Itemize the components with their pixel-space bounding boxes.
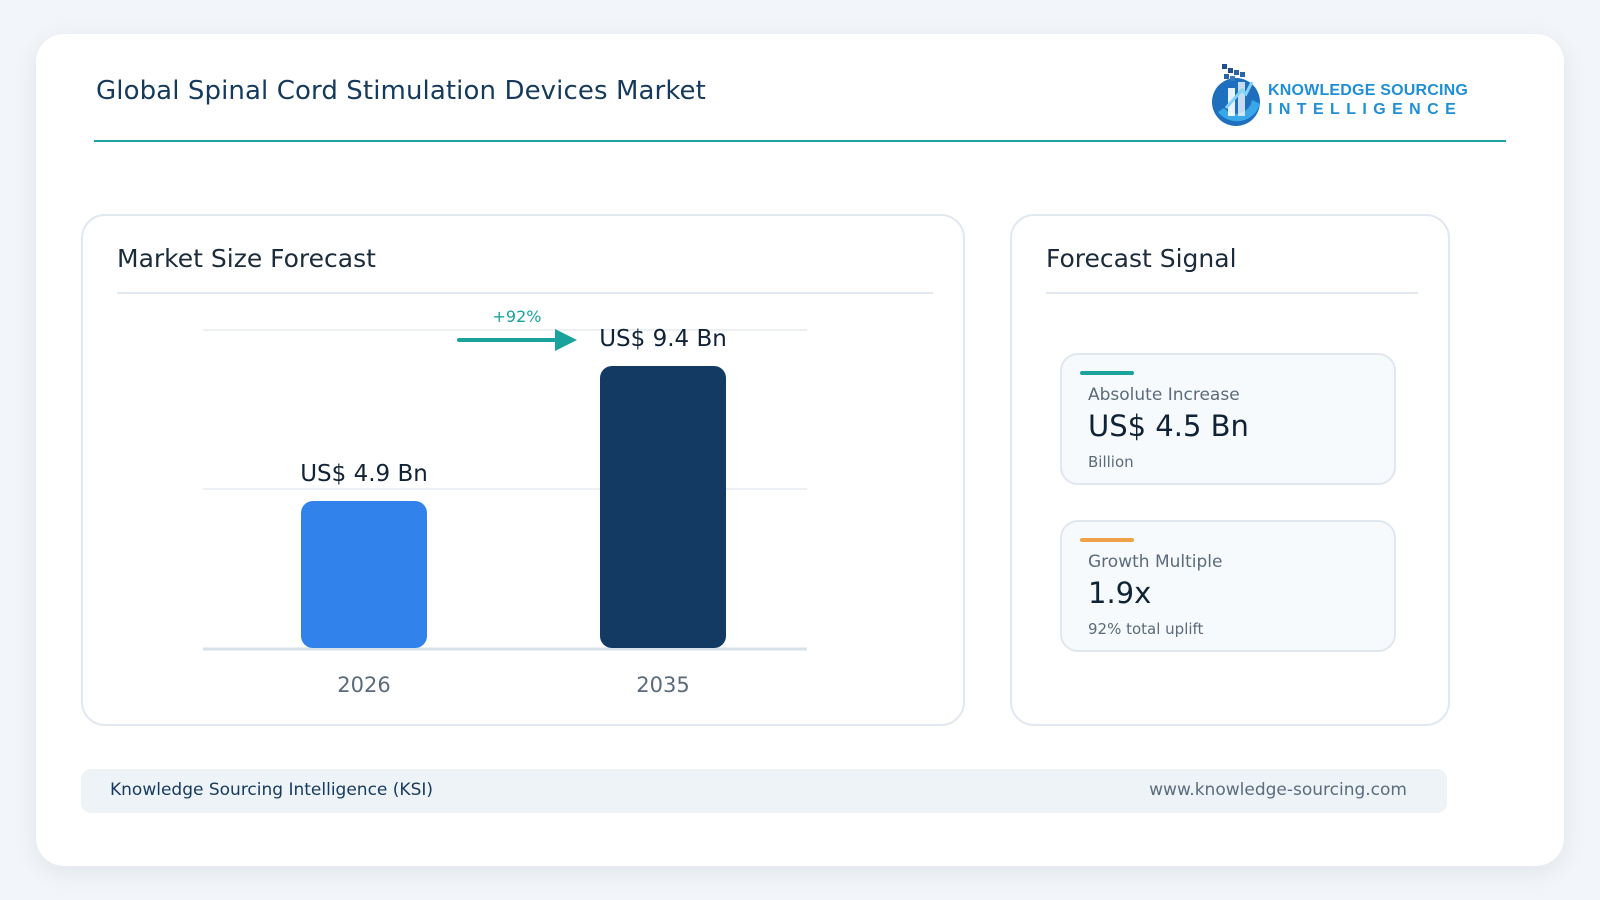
page-title: Global Spinal Cord Stimulation Devices M… [96,76,706,106]
data-label-2035: US$ 9.4 Bn [599,326,727,352]
absolute-increase-accent [1080,371,1134,375]
x-tick-label-2026: 2026 [337,673,390,697]
ksi-logo-icon [1212,64,1260,126]
growth-multiple-card: Growth Multiple 1.9x 92% total uplift [1060,520,1396,652]
logo-text-line2: INTELLIGENCE [1268,101,1463,118]
growth-label: +92% [493,307,542,326]
market-size-chart: US$ 4.9 Bn 2026 US$ 9.4 Bn 2035 +92% [203,307,807,697]
market-size-panel: Market Size Forecast US$ 4.9 Bn 2026 US$ 9… [81,214,965,726]
header-divider [94,140,1506,142]
forecast-signal-title: Forecast Signal [1046,244,1237,273]
growth-multiple-label: Growth Multiple [1088,552,1223,572]
footer-company: Knowledge Sourcing Intelligence (KSI) [110,780,434,800]
growth-multiple-accent [1080,538,1134,542]
growth-multiple-note: 92% total uplift [1088,620,1204,638]
forecast-signal-panel: Forecast Signal Absolute Increase US$ 4.… [1010,214,1450,726]
bar-2035 [600,366,726,648]
footer-bar: Knowledge Sourcing Intelligence (KSI) ww… [81,769,1447,813]
data-label-2026: US$ 4.9 Bn [300,461,428,487]
growth-arrow-head [555,329,577,351]
main-card: Global Spinal Cord Stimulation Devices M… [36,34,1564,866]
bar-2026 [301,501,427,648]
absolute-increase-value: US$ 4.5 Bn [1088,409,1249,443]
market-size-title: Market Size Forecast [117,244,376,273]
growth-multiple-value: 1.9x [1088,576,1152,610]
logo-text-line1: KNOWLEDGE SOURCING [1268,82,1469,99]
forecast-signal-divider [1046,292,1418,294]
absolute-increase-card: Absolute Increase US$ 4.5 Bn Billion [1060,353,1396,485]
absolute-increase-label: Absolute Increase [1088,385,1240,405]
x-tick-label-2035: 2035 [636,673,689,697]
footer-website-link[interactable]: www.knowledge-sourcing.com [1149,780,1407,800]
absolute-increase-note: Billion [1088,453,1134,471]
market-size-divider [117,292,933,294]
ksi-logo: KNOWLEDGE SOURCING INTELLIGENCE [1208,60,1468,128]
